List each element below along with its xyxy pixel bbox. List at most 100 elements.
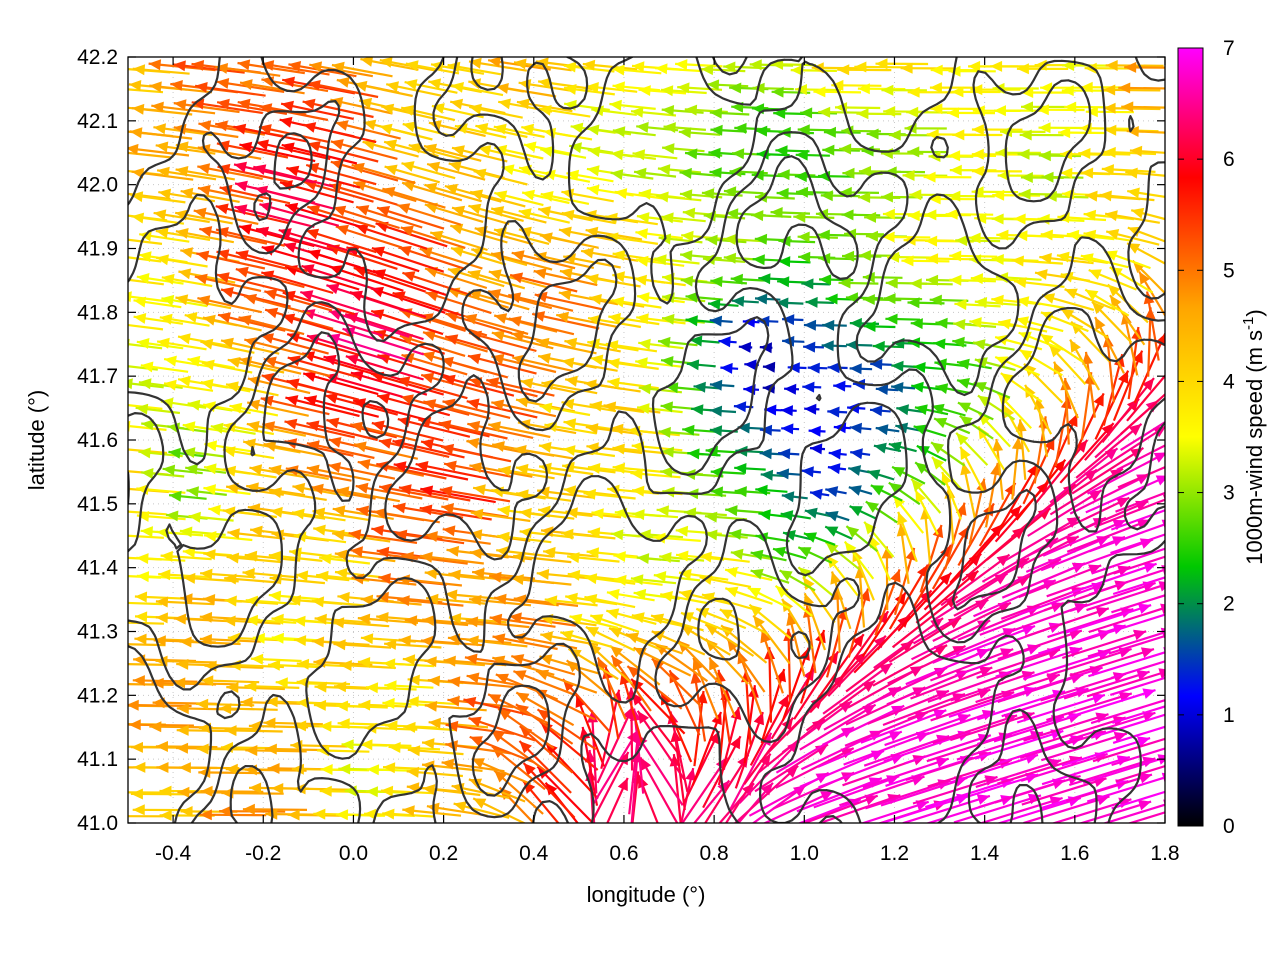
wind-arrow-head <box>155 741 168 752</box>
wind-arrow-head <box>376 612 389 623</box>
colorbar-title-main: 1000m-wind speed (m s <box>1242 330 1267 565</box>
wind-arrow-shaft <box>949 624 1036 660</box>
wind-arrow-shaft <box>1110 660 1165 680</box>
wind-arrow-shaft <box>669 711 689 793</box>
wind-arrow-head <box>159 809 172 821</box>
wind-arrow-head <box>1164 543 1165 544</box>
wind-arrow-shaft <box>1046 647 1132 677</box>
wind-arrow-head <box>1140 647 1154 658</box>
wind-arrow-head <box>151 677 164 689</box>
wind-arrow-head <box>422 784 436 795</box>
x-axis-title: longitude (°) <box>587 882 706 907</box>
wind-arrow-head <box>271 613 284 625</box>
wind-arrow-head <box>134 633 147 645</box>
wind-arrow-head <box>107 719 119 730</box>
wind-arrow-head <box>173 613 187 625</box>
wind-arrow-head <box>424 700 438 712</box>
wind-arrow-head <box>314 681 327 693</box>
wind-arrow-head <box>382 697 395 709</box>
wind-arrow-shaft <box>1126 811 1165 823</box>
wind-arrow-shaft <box>975 673 1061 704</box>
wind-arrow-shaft <box>1069 711 1156 741</box>
wind-arrow-shaft <box>1087 631 1165 658</box>
wind-arrow-head <box>296 697 309 709</box>
wind-arrow-head <box>176 703 189 715</box>
wind-arrow-shaft <box>886 669 970 706</box>
wind-arrow-head <box>466 635 479 647</box>
wind-arrow-shaft <box>873 617 944 669</box>
wind-arrow-head <box>196 743 209 755</box>
wind-arrow-head <box>111 147 124 158</box>
wind-arrow-head <box>540 631 554 642</box>
wind-arrow-shaft <box>581 726 599 806</box>
wind-arrow-head <box>404 615 418 627</box>
wind-arrow-shaft <box>1102 803 1165 823</box>
wind-arrow-shaft <box>1111 747 1165 767</box>
wind-arrow-shaft <box>891 595 959 649</box>
wind-arrow-head <box>155 612 168 624</box>
wind-arrow-head <box>869 730 883 741</box>
colorbar-tick-label: 1 <box>1223 704 1235 727</box>
y-tick-label: 42.1 <box>77 110 118 133</box>
wind-arrow-head <box>519 741 532 754</box>
wind-arrow-shaft <box>1016 666 1103 696</box>
wind-arrow-shaft <box>1112 725 1165 744</box>
wind-arrow-shaft <box>1082 756 1165 784</box>
wind-arrow-head <box>271 632 284 644</box>
wind-arrow-shaft <box>839 775 925 807</box>
wind-arrow-head <box>397 595 410 607</box>
wind-arrow-head <box>453 801 467 812</box>
wind-arrow-head <box>523 763 536 776</box>
wind-arrow-shaft <box>902 794 991 823</box>
wind-arrow-shaft <box>636 710 686 781</box>
wind-arrow-shaft <box>734 764 799 823</box>
wind-arrow-head <box>264 743 277 755</box>
colorbar-tick-label: 6 <box>1223 148 1235 171</box>
x-tick-label: 1.2 <box>880 842 909 865</box>
wind-arrow-shaft <box>1092 737 1165 763</box>
wind-arrow-head <box>749 604 763 617</box>
wind-arrow-shaft <box>1024 607 1110 638</box>
wind-arrow-head <box>360 633 374 645</box>
wind-arrow-head <box>250 653 264 665</box>
wind-arrow-head <box>609 627 623 638</box>
wind-arrow-shaft <box>1111 705 1165 724</box>
wind-arrow-head <box>680 625 694 637</box>
wind-arrow-head <box>287 809 300 821</box>
wind-arrow-shaft <box>751 784 807 823</box>
wind-arrow-head <box>651 631 665 642</box>
wind-arrow-shaft <box>1108 634 1165 655</box>
wind-arrow-shaft <box>976 715 1065 746</box>
wind-arrow-head <box>1138 799 1152 811</box>
wind-arrow-head <box>331 617 345 629</box>
wind-arrow-head <box>1138 603 1152 614</box>
wind-arrow-head <box>320 764 333 775</box>
wind-arrow-head <box>471 758 485 769</box>
wind-arrow-head <box>360 739 373 751</box>
wind-arrow-head <box>979 666 993 677</box>
wind-arrow-shaft <box>630 678 686 735</box>
wind-arrow-head <box>495 673 509 684</box>
wind-arrow-head <box>737 651 748 665</box>
wind-arrow-shaft <box>809 651 867 714</box>
wind-arrow-head <box>443 655 456 667</box>
wind-arrow-head <box>335 700 349 712</box>
x-tick-label: 0.0 <box>339 842 368 865</box>
wind-arrow-shaft <box>630 687 634 771</box>
colorbar-tick-label: 5 <box>1223 259 1235 282</box>
wind-arrow-head <box>569 613 583 625</box>
wind-arrow-shaft <box>592 729 639 805</box>
y-tick-label: 41.5 <box>77 493 118 516</box>
wind-arrow-shaft <box>908 710 996 742</box>
wind-arrow-head <box>110 597 122 608</box>
wind-arrow-shaft <box>978 796 1063 823</box>
wind-arrow-head <box>498 708 512 721</box>
wind-arrow-shaft <box>904 734 992 765</box>
wind-arrow-shaft <box>1040 732 1128 762</box>
colorbar-tick-label: 2 <box>1223 593 1235 616</box>
wind-arrow-head <box>681 612 695 623</box>
colorbar-tick-label: 3 <box>1223 482 1235 505</box>
wind-arrow-shaft <box>950 671 1035 702</box>
wind-arrow-head <box>637 710 649 724</box>
wind-arrow-shaft <box>760 668 786 744</box>
